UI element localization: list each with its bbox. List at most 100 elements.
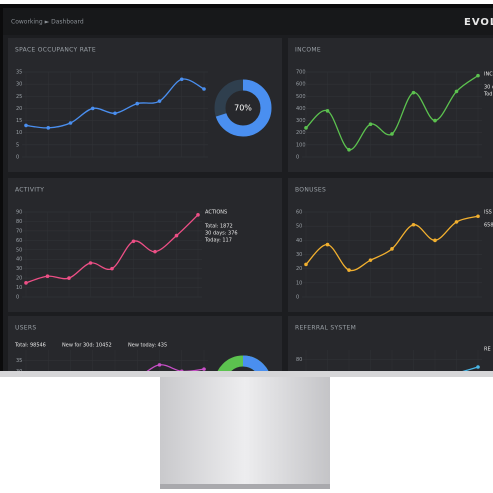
point bbox=[411, 90, 416, 95]
legend-text: Total: 1872 bbox=[204, 224, 233, 230]
point bbox=[325, 109, 330, 113]
y-tick-label: 30 bbox=[16, 82, 22, 88]
point bbox=[68, 121, 73, 125]
point bbox=[179, 369, 184, 371]
donut-label: 70% bbox=[234, 104, 252, 113]
y-tick-label: 0 bbox=[16, 295, 19, 301]
legend-text: Total: 98546 bbox=[14, 343, 46, 349]
y-tick-label: 90 bbox=[16, 210, 22, 216]
point bbox=[113, 111, 117, 116]
panel bbox=[288, 178, 493, 312]
y-tick-label: 500 bbox=[296, 94, 306, 100]
y-tick-label: 20 bbox=[16, 106, 22, 112]
point bbox=[433, 118, 437, 123]
point bbox=[157, 99, 162, 103]
y-tick-label: 400 bbox=[296, 106, 306, 112]
panel bbox=[288, 316, 493, 371]
y-tick-label: 50 bbox=[296, 224, 302, 230]
y-tick-label: 60 bbox=[296, 210, 302, 216]
panel-title: BONUSES bbox=[295, 187, 326, 194]
y-tick-label: 40 bbox=[16, 257, 22, 263]
legend-text: Today: 117 bbox=[204, 238, 232, 244]
point bbox=[476, 73, 480, 78]
point bbox=[157, 363, 162, 367]
point bbox=[153, 249, 157, 254]
y-tick-label: 35 bbox=[16, 358, 22, 364]
point bbox=[69, 389, 73, 393]
y-tick-label: 80 bbox=[296, 357, 302, 363]
legend-text: Tod bbox=[483, 92, 492, 98]
y-tick-label: 40 bbox=[296, 238, 302, 244]
chin bbox=[0, 371, 493, 377]
point bbox=[131, 239, 136, 244]
point bbox=[46, 126, 51, 130]
point bbox=[476, 365, 480, 369]
point bbox=[304, 262, 308, 267]
point bbox=[347, 268, 351, 272]
point bbox=[347, 410, 351, 414]
y-tick-label: 0 bbox=[296, 295, 299, 301]
stand bbox=[160, 375, 330, 488]
donut-segment bbox=[214, 79, 272, 137]
y-tick-label: 300 bbox=[296, 118, 306, 124]
legend-text: ISS bbox=[484, 210, 492, 216]
point bbox=[433, 238, 437, 243]
point bbox=[390, 247, 394, 251]
y-tick-label: 0 bbox=[16, 155, 19, 161]
y-tick-label: 20 bbox=[16, 276, 22, 282]
point bbox=[390, 132, 394, 136]
y-tick-label: 30 bbox=[296, 252, 302, 258]
point bbox=[45, 274, 50, 279]
y-tick-label: 10 bbox=[16, 130, 22, 136]
y-tick-label: 35 bbox=[16, 70, 22, 76]
point bbox=[325, 242, 330, 247]
point bbox=[369, 401, 373, 405]
panel-title: REFERRAL SYSTEM bbox=[295, 325, 356, 332]
y-tick-label: 70 bbox=[16, 228, 22, 234]
panel-title: SPACE OCCUPANCY RATE bbox=[15, 47, 96, 54]
point bbox=[390, 395, 394, 399]
y-tick-label: 10 bbox=[16, 285, 22, 291]
legend-text: 30 days: 376 bbox=[205, 231, 238, 237]
point bbox=[179, 77, 184, 82]
panel bbox=[8, 178, 282, 312]
point bbox=[174, 233, 179, 238]
donut-segment bbox=[214, 355, 272, 371]
y-tick-label: 5 bbox=[16, 142, 19, 148]
y-tick-label: 0 bbox=[296, 155, 299, 161]
legend-text: RE bbox=[484, 347, 491, 353]
point bbox=[304, 126, 308, 130]
panel-title: INCOME bbox=[295, 47, 321, 54]
point bbox=[88, 261, 93, 265]
point bbox=[196, 213, 200, 217]
panels: SPACE OCCUPANCY RATE 0 5 10 15 20 25 30 35 70% INC… bbox=[8, 38, 493, 414]
y-tick-label: 200 bbox=[296, 130, 306, 136]
y-tick-label: 30 bbox=[16, 369, 22, 375]
point bbox=[347, 147, 351, 152]
y-tick-label: 50 bbox=[16, 247, 22, 253]
y-tick-label: 10 bbox=[296, 280, 302, 286]
line bbox=[146, 364, 205, 371]
legend-text: ACTIONS bbox=[205, 210, 227, 216]
point bbox=[67, 276, 71, 280]
point bbox=[476, 214, 480, 219]
y-tick-label: 80 bbox=[16, 219, 22, 225]
point bbox=[46, 386, 50, 390]
point bbox=[412, 389, 416, 393]
point bbox=[24, 123, 28, 128]
y-tick-label: 60 bbox=[16, 238, 22, 244]
legend-text: 658 bbox=[484, 223, 493, 229]
panel bbox=[288, 38, 493, 172]
point bbox=[24, 391, 28, 395]
point bbox=[454, 89, 459, 94]
point bbox=[135, 101, 140, 106]
point bbox=[90, 106, 95, 111]
point bbox=[24, 281, 28, 285]
point bbox=[110, 266, 114, 271]
y-tick-label: 20 bbox=[296, 266, 302, 272]
point bbox=[202, 87, 206, 91]
panel-title: USERS bbox=[15, 325, 36, 332]
point bbox=[368, 258, 373, 262]
point bbox=[454, 220, 459, 224]
